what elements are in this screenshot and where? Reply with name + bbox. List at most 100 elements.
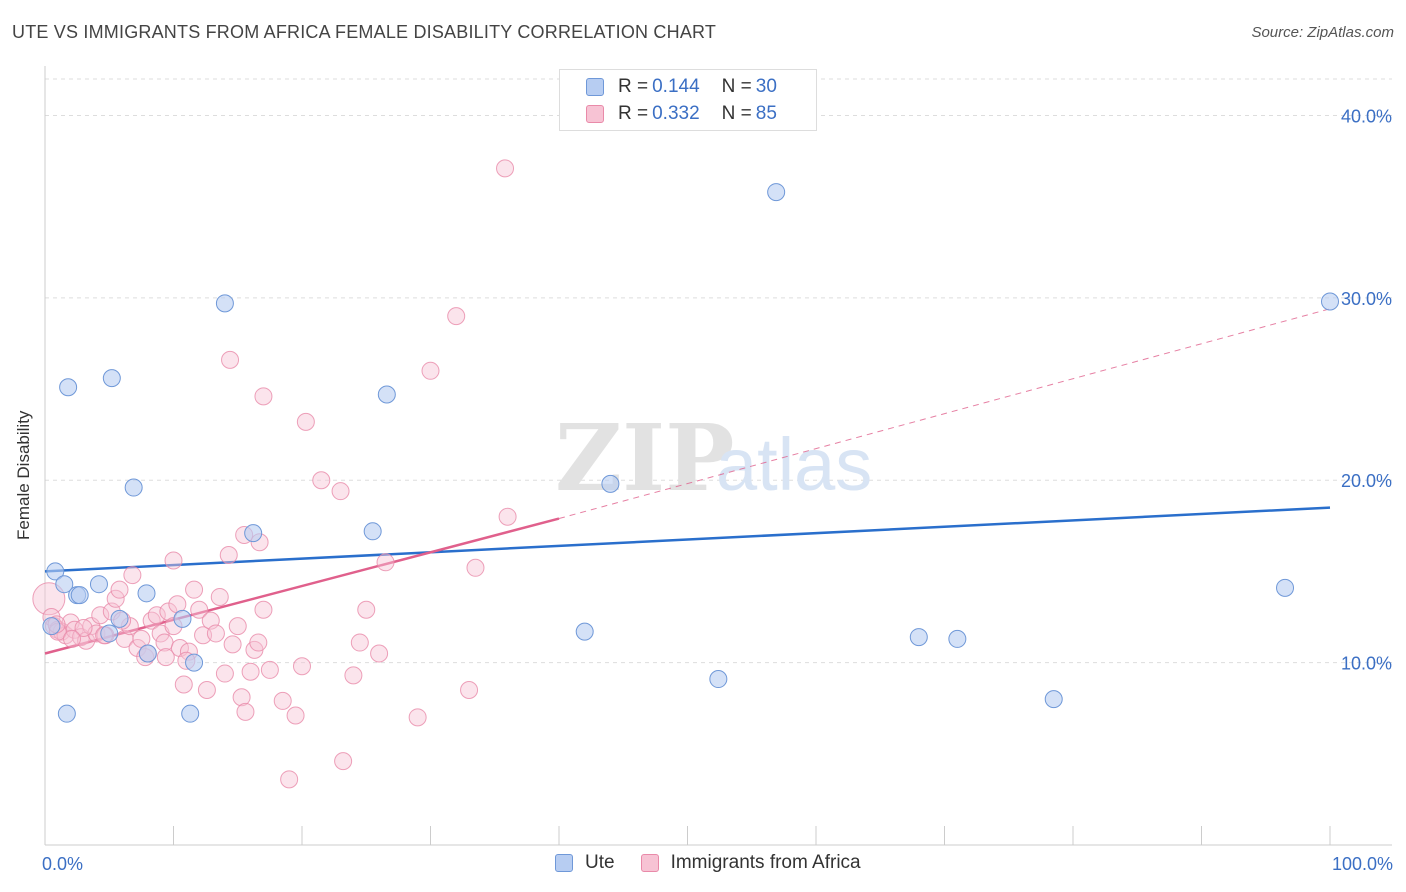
ute-trend-line <box>44 506 1331 573</box>
africa-point <box>280 770 299 789</box>
africa-point <box>223 635 242 654</box>
source-label: Source: ZipAtlas.com <box>1251 24 1394 41</box>
africa-point <box>174 675 193 694</box>
legend-row-africa: R = 0.332 N = 85 <box>586 103 777 125</box>
africa-point <box>164 551 183 570</box>
ute-point <box>909 628 928 647</box>
africa-point <box>32 582 66 616</box>
africa-point <box>286 706 305 725</box>
africa-point <box>293 657 311 676</box>
ute-point <box>363 522 382 541</box>
africa-point <box>260 660 279 679</box>
series-legend: Ute Immigrants from Africa <box>555 852 887 874</box>
n-value: 85 <box>755 103 777 124</box>
africa-point <box>221 350 240 369</box>
africa-point <box>91 606 110 625</box>
ute-swatch <box>555 854 573 872</box>
africa-point <box>421 361 440 380</box>
africa-point <box>334 752 353 771</box>
africa-point <box>331 482 350 501</box>
legend-item-africa: Immigrants from Africa <box>640 852 861 874</box>
legend-item-ute: Ute <box>555 852 615 874</box>
ute-point <box>102 369 121 388</box>
africa-point <box>466 558 485 577</box>
africa-point <box>249 633 268 652</box>
ute-point <box>57 704 76 723</box>
africa-point <box>219 546 238 565</box>
n-label: N = <box>721 76 752 97</box>
gridlines <box>45 78 1392 664</box>
ute-point <box>948 629 967 648</box>
africa-point <box>460 680 479 699</box>
ute-point <box>173 609 192 628</box>
africa-point <box>62 629 81 648</box>
y-tick-label: 10.0% <box>1341 654 1392 674</box>
africa-point <box>296 412 315 431</box>
ute-point <box>181 704 200 723</box>
africa-point <box>206 624 225 643</box>
africa-trend-line <box>44 517 560 655</box>
africa-point <box>254 387 273 406</box>
africa-point <box>185 580 204 599</box>
legend-row-ute: R = 0.144 N = 30 <box>586 76 777 98</box>
chart-title: UTE VS IMMIGRANTS FROM AFRICA FEMALE DIS… <box>12 22 717 42</box>
legend-label: Ute <box>585 852 615 873</box>
watermark-zip: ZIP <box>555 404 734 512</box>
africa-point <box>273 691 292 710</box>
ute-point <box>215 294 234 313</box>
axes <box>44 66 1392 846</box>
africa-point <box>123 566 142 585</box>
ute-point <box>185 653 204 672</box>
africa-point <box>197 680 216 699</box>
africa-trend-extension <box>558 308 1331 520</box>
tick-labels: 10.0% 20.0% 30.0% 40.0% 0.0% 100.0% <box>42 106 1393 874</box>
ute-point <box>46 562 65 581</box>
africa-point <box>376 553 395 572</box>
data-points <box>32 159 1339 789</box>
ute-point <box>1276 578 1295 597</box>
trend-lines <box>44 308 1331 655</box>
africa-point <box>210 587 229 606</box>
y-tick-label: 40.0% <box>1341 106 1392 126</box>
ute-point <box>138 644 157 663</box>
africa-point <box>228 617 247 636</box>
watermark-atlas: atlas <box>716 423 872 506</box>
africa-point <box>156 648 175 667</box>
africa-point <box>350 633 369 652</box>
y-tick-label: 20.0% <box>1341 471 1392 491</box>
africa-point <box>215 664 234 683</box>
ute-point <box>124 478 143 497</box>
africa-point <box>106 589 125 608</box>
ute-swatch <box>586 78 604 96</box>
africa-point <box>190 600 209 619</box>
africa-swatch <box>586 105 604 123</box>
africa-point <box>370 644 389 663</box>
africa-point <box>147 606 166 625</box>
africa-point <box>357 600 376 619</box>
africa-point <box>498 507 517 526</box>
legend-label: Immigrants from Africa <box>670 852 861 873</box>
r-value: 0.144 <box>652 76 700 97</box>
ute-point <box>70 586 89 605</box>
africa-point <box>241 662 260 681</box>
africa-point <box>254 600 273 619</box>
africa-swatch <box>640 854 659 872</box>
ute-point <box>100 624 119 643</box>
ute-point <box>767 183 786 202</box>
africa-point <box>159 602 178 621</box>
ute-point <box>42 617 61 636</box>
africa-point <box>312 471 331 490</box>
africa-point <box>496 159 515 178</box>
ute-point <box>1321 292 1339 311</box>
africa-point <box>447 307 466 326</box>
ute-point <box>59 378 78 397</box>
ute-point <box>55 575 74 594</box>
ute-point <box>709 670 728 689</box>
africa-point <box>142 611 161 630</box>
africa-point <box>74 618 93 637</box>
y-tick-label: 30.0% <box>1341 289 1392 309</box>
ute-point <box>1044 690 1063 709</box>
africa-point <box>344 666 363 685</box>
